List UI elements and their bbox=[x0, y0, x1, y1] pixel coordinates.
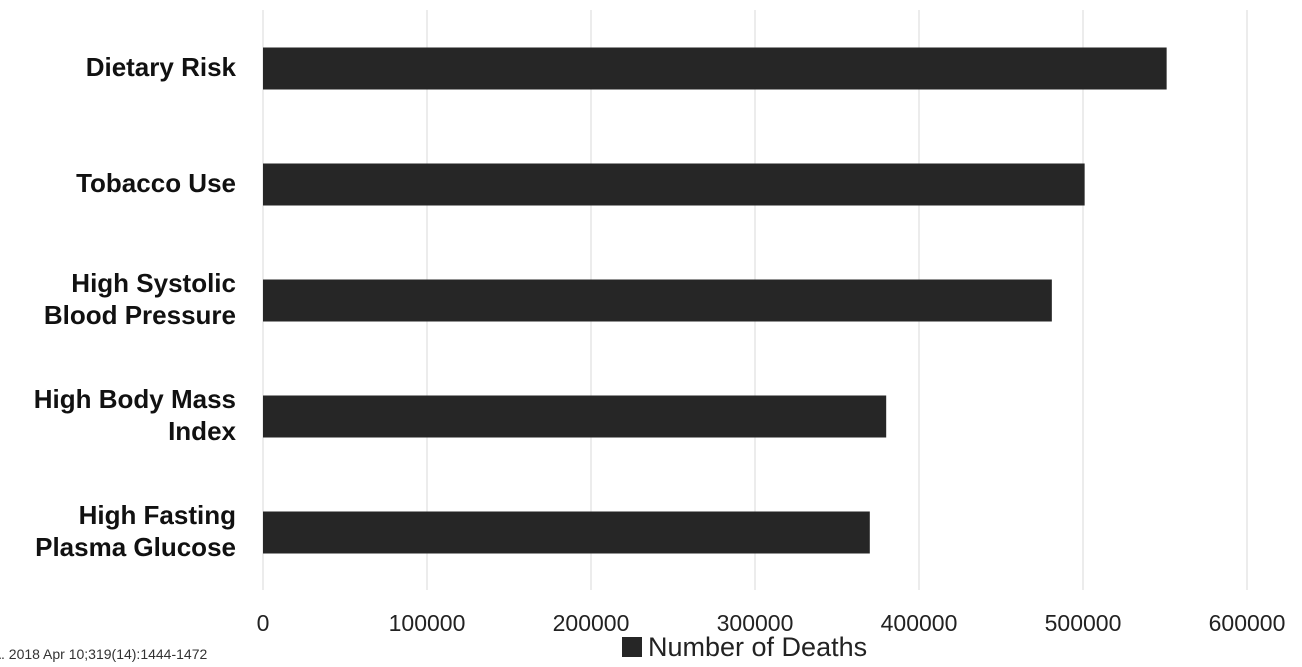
category-label: High Body Mass Index bbox=[33, 383, 236, 446]
x-tick-label: 500000 bbox=[1044, 610, 1122, 636]
category-label: High Fasting Plasma Glucose bbox=[35, 499, 236, 562]
x-tick-label: 400000 bbox=[880, 610, 958, 636]
bar bbox=[263, 511, 870, 554]
legend: Number of Deaths bbox=[622, 632, 867, 662]
x-tick-label: 600000 bbox=[1208, 610, 1286, 636]
bar bbox=[263, 47, 1167, 90]
category-label: High Systolic Blood Pressure bbox=[43, 267, 236, 330]
x-tick-label: 0 bbox=[256, 610, 270, 636]
bar bbox=[263, 279, 1052, 322]
x-tick-label: 300000 bbox=[716, 610, 794, 636]
category-label: Dietary Risk bbox=[85, 51, 236, 82]
source-citation: MA. 2018 Apr 10;319(14):1444-1472 bbox=[0, 646, 208, 662]
legend-label: Number of Deaths bbox=[648, 631, 868, 662]
legend-swatch bbox=[622, 637, 642, 657]
x-tick-label: 100000 bbox=[388, 610, 466, 636]
category-label: Tobacco Use bbox=[76, 167, 236, 198]
bar bbox=[263, 395, 887, 438]
x-tick-label: 200000 bbox=[552, 610, 630, 636]
bar bbox=[263, 163, 1085, 206]
